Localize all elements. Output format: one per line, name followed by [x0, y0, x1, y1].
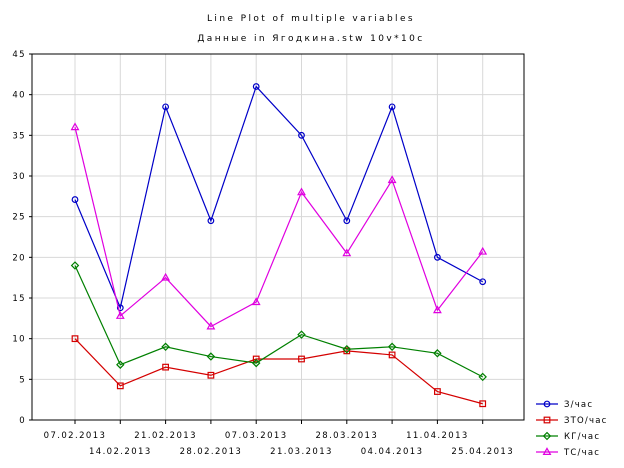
- data-point-marker: [387, 175, 397, 184]
- y-tick-label: 15: [12, 294, 26, 304]
- chart-subtitle: Данные in Ягодкина.stw 10v*10c: [197, 34, 424, 44]
- chart-title: Line Plot of multiple variables: [207, 14, 415, 24]
- legend-item: ЗТО/час: [536, 416, 608, 426]
- x-tick-label: 07.03.2013: [225, 431, 288, 441]
- x-tick-label: 04.04.2013: [361, 447, 424, 457]
- data-point-marker: [298, 355, 305, 363]
- data-point-marker: [388, 351, 396, 359]
- data-point-marker: [542, 447, 552, 455]
- data-point-marker: [434, 388, 441, 395]
- y-tick-label: 0: [19, 416, 26, 426]
- data-point-marker: [297, 187, 306, 196]
- y-tick-label: 40: [12, 91, 26, 101]
- data-point-marker: [388, 103, 396, 111]
- data-point-marker: [161, 272, 171, 281]
- x-tick-label: 14.02.2013: [89, 447, 152, 457]
- data-point-marker: [342, 248, 352, 257]
- y-tick-label: 5: [19, 375, 26, 385]
- data-point-marker: [252, 83, 260, 90]
- series-2: [71, 335, 487, 408]
- data-point-marker: [71, 196, 79, 203]
- data-point-marker: [206, 321, 216, 330]
- x-axis: 07.02.2013 14.02.2013 21.02.2013 28.02.2013…: [44, 420, 514, 457]
- data-point-marker: [162, 363, 170, 371]
- legend: З/час ЗТО/час КГ/час ТС/час: [536, 400, 608, 458]
- grid-lines: [32, 53, 524, 421]
- data-point-marker: [432, 305, 442, 314]
- data-point-marker: [70, 122, 80, 131]
- y-axis: 0 5 10 15 20 25 30 35 40 45: [12, 50, 32, 426]
- series-line: [74, 85, 483, 310]
- series-4: [70, 122, 488, 330]
- series-1: [71, 83, 487, 312]
- data-point-marker: [70, 261, 80, 270]
- x-tick-label: 07.02.2013: [44, 431, 107, 441]
- y-tick-label: 10: [12, 335, 26, 345]
- x-tick-label: 21.02.2013: [134, 431, 197, 441]
- data-point-marker: [479, 400, 487, 408]
- data-point-marker: [116, 382, 124, 390]
- data-point-marker: [298, 131, 305, 139]
- data-point-marker: [252, 355, 260, 363]
- data-point-marker: [116, 360, 125, 369]
- data-point-marker: [543, 416, 551, 424]
- legend-item: ТС/час: [536, 447, 600, 458]
- legend-label: З/час: [564, 400, 593, 410]
- data-point-marker: [162, 103, 170, 111]
- series-group: [70, 83, 488, 408]
- y-tick-label: 45: [12, 50, 26, 60]
- series-line: [74, 338, 483, 405]
- y-tick-label: 25: [12, 213, 26, 223]
- data-point-marker: [251, 358, 261, 368]
- data-point-marker: [161, 342, 170, 352]
- x-tick-label: 21.03.2013: [270, 447, 333, 457]
- data-point-marker: [434, 253, 441, 261]
- data-point-marker: [115, 311, 125, 319]
- data-point-marker: [71, 335, 79, 343]
- data-point-marker: [433, 349, 442, 358]
- legend-label: ТС/час: [563, 448, 600, 458]
- legend-label: ЗТО/час: [564, 416, 608, 426]
- data-point-marker: [343, 347, 351, 355]
- legend-label: КГ/час: [564, 432, 600, 442]
- x-tick-label: 28.03.2013: [315, 431, 378, 441]
- data-point-marker: [251, 297, 261, 306]
- y-tick-label: 30: [12, 172, 26, 182]
- data-point-marker: [479, 278, 487, 286]
- x-tick-label: 11.04.2013: [406, 431, 469, 441]
- data-point-marker: [116, 304, 124, 312]
- data-point-marker: [387, 342, 397, 352]
- data-point-marker: [478, 372, 487, 382]
- data-point-marker: [543, 400, 551, 408]
- x-tick-label: 28.02.2013: [180, 447, 243, 457]
- data-point-marker: [542, 431, 552, 441]
- series-line: [74, 127, 484, 328]
- data-point-marker: [207, 371, 215, 379]
- series-line: [74, 265, 483, 378]
- legend-item: З/час: [536, 400, 593, 410]
- y-tick-label: 35: [12, 131, 26, 141]
- plot-area: [31, 53, 525, 421]
- data-point-marker: [342, 344, 352, 354]
- x-tick-label: 25.04.2013: [451, 447, 514, 457]
- data-point-marker: [478, 246, 488, 255]
- legend-item: КГ/час: [536, 431, 600, 442]
- series-3: [70, 261, 487, 382]
- data-point-marker: [343, 217, 351, 225]
- y-tick-label: 20: [12, 253, 26, 263]
- data-point-marker: [206, 352, 216, 361]
- data-point-marker: [297, 330, 306, 339]
- data-point-marker: [207, 217, 215, 225]
